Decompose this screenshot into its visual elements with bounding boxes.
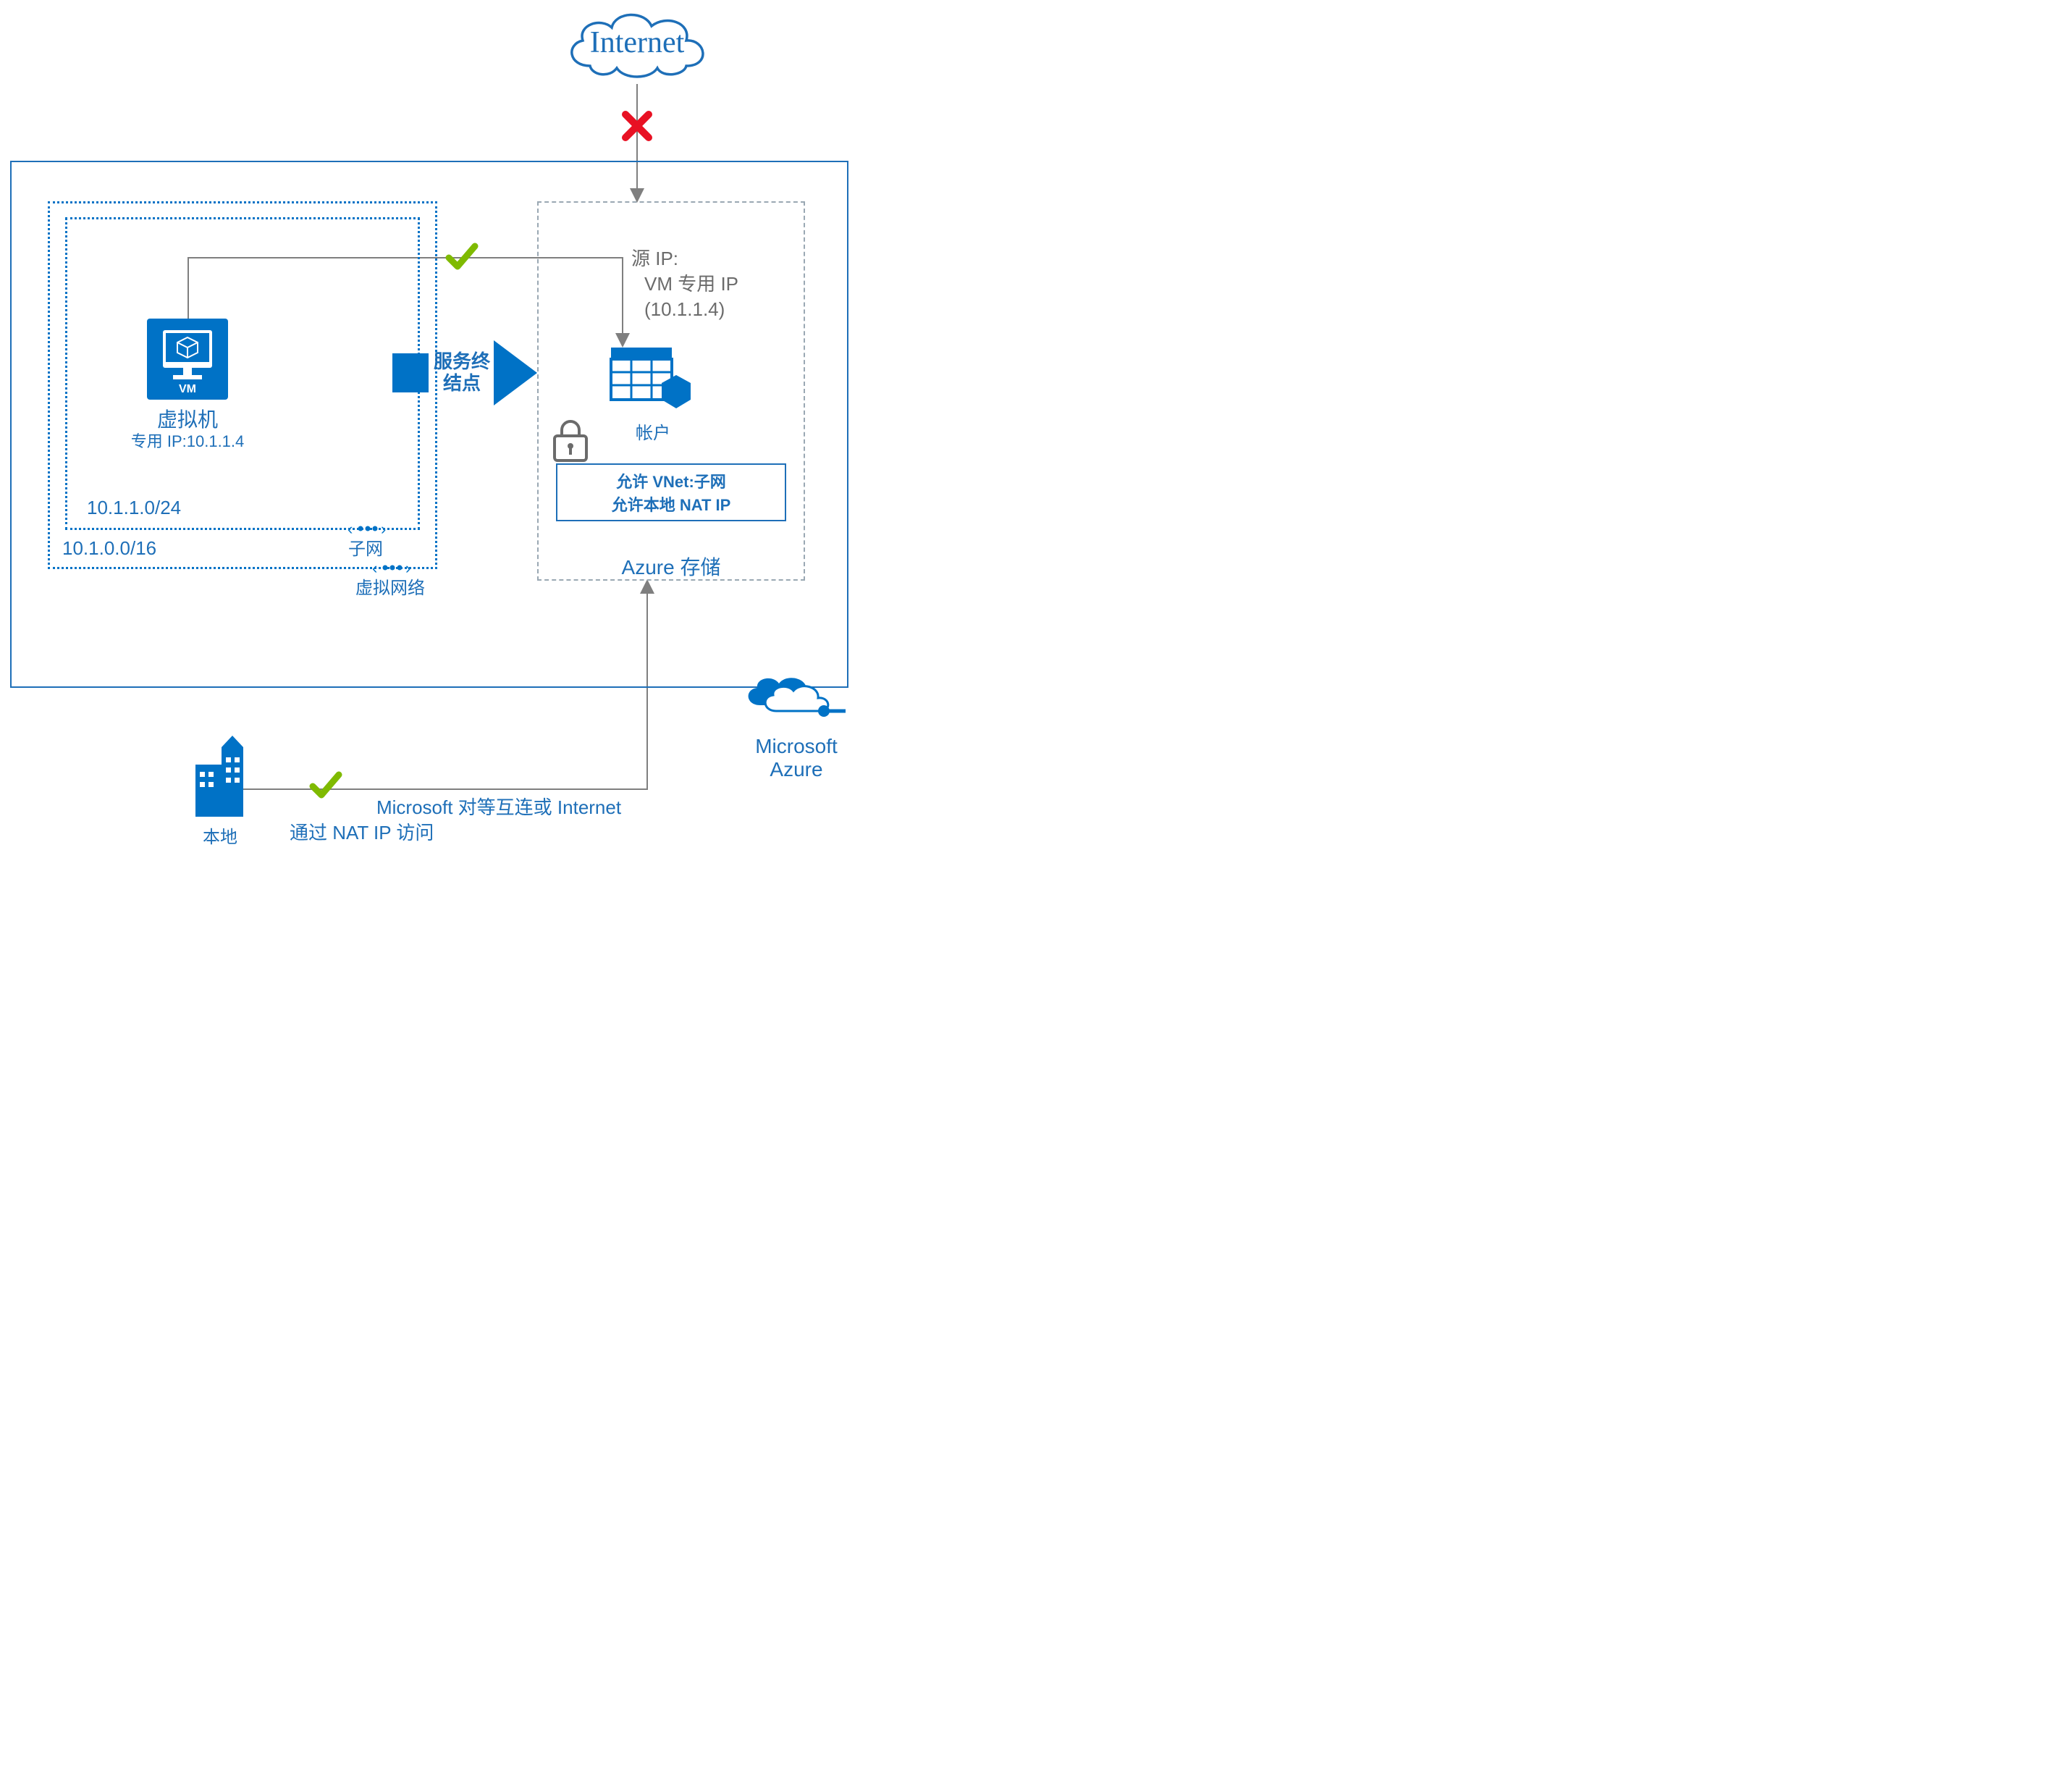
azure-logo-l2: Azure bbox=[738, 758, 854, 781]
src-ip-l2: VM 专用 IP bbox=[631, 272, 820, 297]
onprem-building-icon bbox=[190, 733, 250, 820]
vm-node: VM bbox=[147, 319, 228, 400]
diagram-canvas: Internet 10.1.0.0/16 ‹ › 虚拟网络 10.1.1.0/2… bbox=[0, 0, 1028, 896]
storage-title: Azure 存储 bbox=[537, 552, 805, 581]
svg-text:Internet: Internet bbox=[590, 26, 685, 59]
vnet-label-group: ‹ › 虚拟网络 bbox=[350, 556, 481, 600]
storage-source-ip: 源 IP: VM 专用 IP (10.1.1.4) bbox=[631, 246, 820, 322]
subnet-box bbox=[65, 217, 420, 530]
vm-subtitle: 专用 IP:10.1.1.4 bbox=[104, 429, 271, 452]
storage-account-label: 帐户 bbox=[610, 418, 696, 444]
svg-text:›: › bbox=[381, 520, 386, 538]
svg-text:›: › bbox=[405, 559, 410, 577]
allow-rules-box: 允许 VNet:子网允许本地 NAT IP bbox=[556, 463, 786, 521]
svg-text:虚拟网络: 虚拟网络 bbox=[355, 579, 425, 598]
onprem-label: 本地 bbox=[182, 823, 258, 848]
allow-line1: 允许 VNet:子网 bbox=[616, 469, 726, 492]
src-ip-l1: 源 IP: bbox=[631, 246, 820, 272]
subnet-cidr: 10.1.1.0/24 bbox=[87, 497, 181, 519]
allowed-check-icon bbox=[445, 239, 479, 274]
blocked-x-icon bbox=[620, 109, 654, 143]
subnet-label-group: ‹ › 子网 bbox=[326, 517, 456, 560]
peering-l2: 通过 NAT IP 访问 bbox=[290, 820, 695, 846]
internet-cloud: Internet bbox=[557, 4, 717, 84]
allowed-check-icon bbox=[308, 767, 343, 802]
svg-text:‹: ‹ bbox=[347, 520, 353, 538]
svg-text:结点: 结点 bbox=[443, 372, 481, 394]
peering-label: Microsoft 对等互连或 Internet 通过 NAT IP 访问 bbox=[290, 795, 695, 853]
src-ip-l3: (10.1.1.4) bbox=[631, 297, 820, 322]
lock-icon bbox=[550, 417, 591, 463]
service-endpoint-arrow: 服务终 结点 bbox=[392, 340, 537, 405]
svg-text:子网: 子网 bbox=[348, 539, 383, 559]
allow-line2: 允许本地 NAT IP bbox=[612, 492, 731, 516]
svg-text:‹: ‹ bbox=[372, 559, 377, 577]
storage-account-icon bbox=[607, 343, 694, 416]
svg-text:VM: VM bbox=[179, 383, 196, 395]
peering-l1: Microsoft 对等互连或 Internet bbox=[290, 795, 695, 820]
azure-logo-l1: Microsoft bbox=[738, 735, 854, 758]
vnet-cidr: 10.1.0.0/16 bbox=[62, 537, 156, 560]
azure-logo: Microsoft Azure bbox=[738, 673, 854, 789]
svg-text:服务终: 服务终 bbox=[434, 350, 491, 372]
